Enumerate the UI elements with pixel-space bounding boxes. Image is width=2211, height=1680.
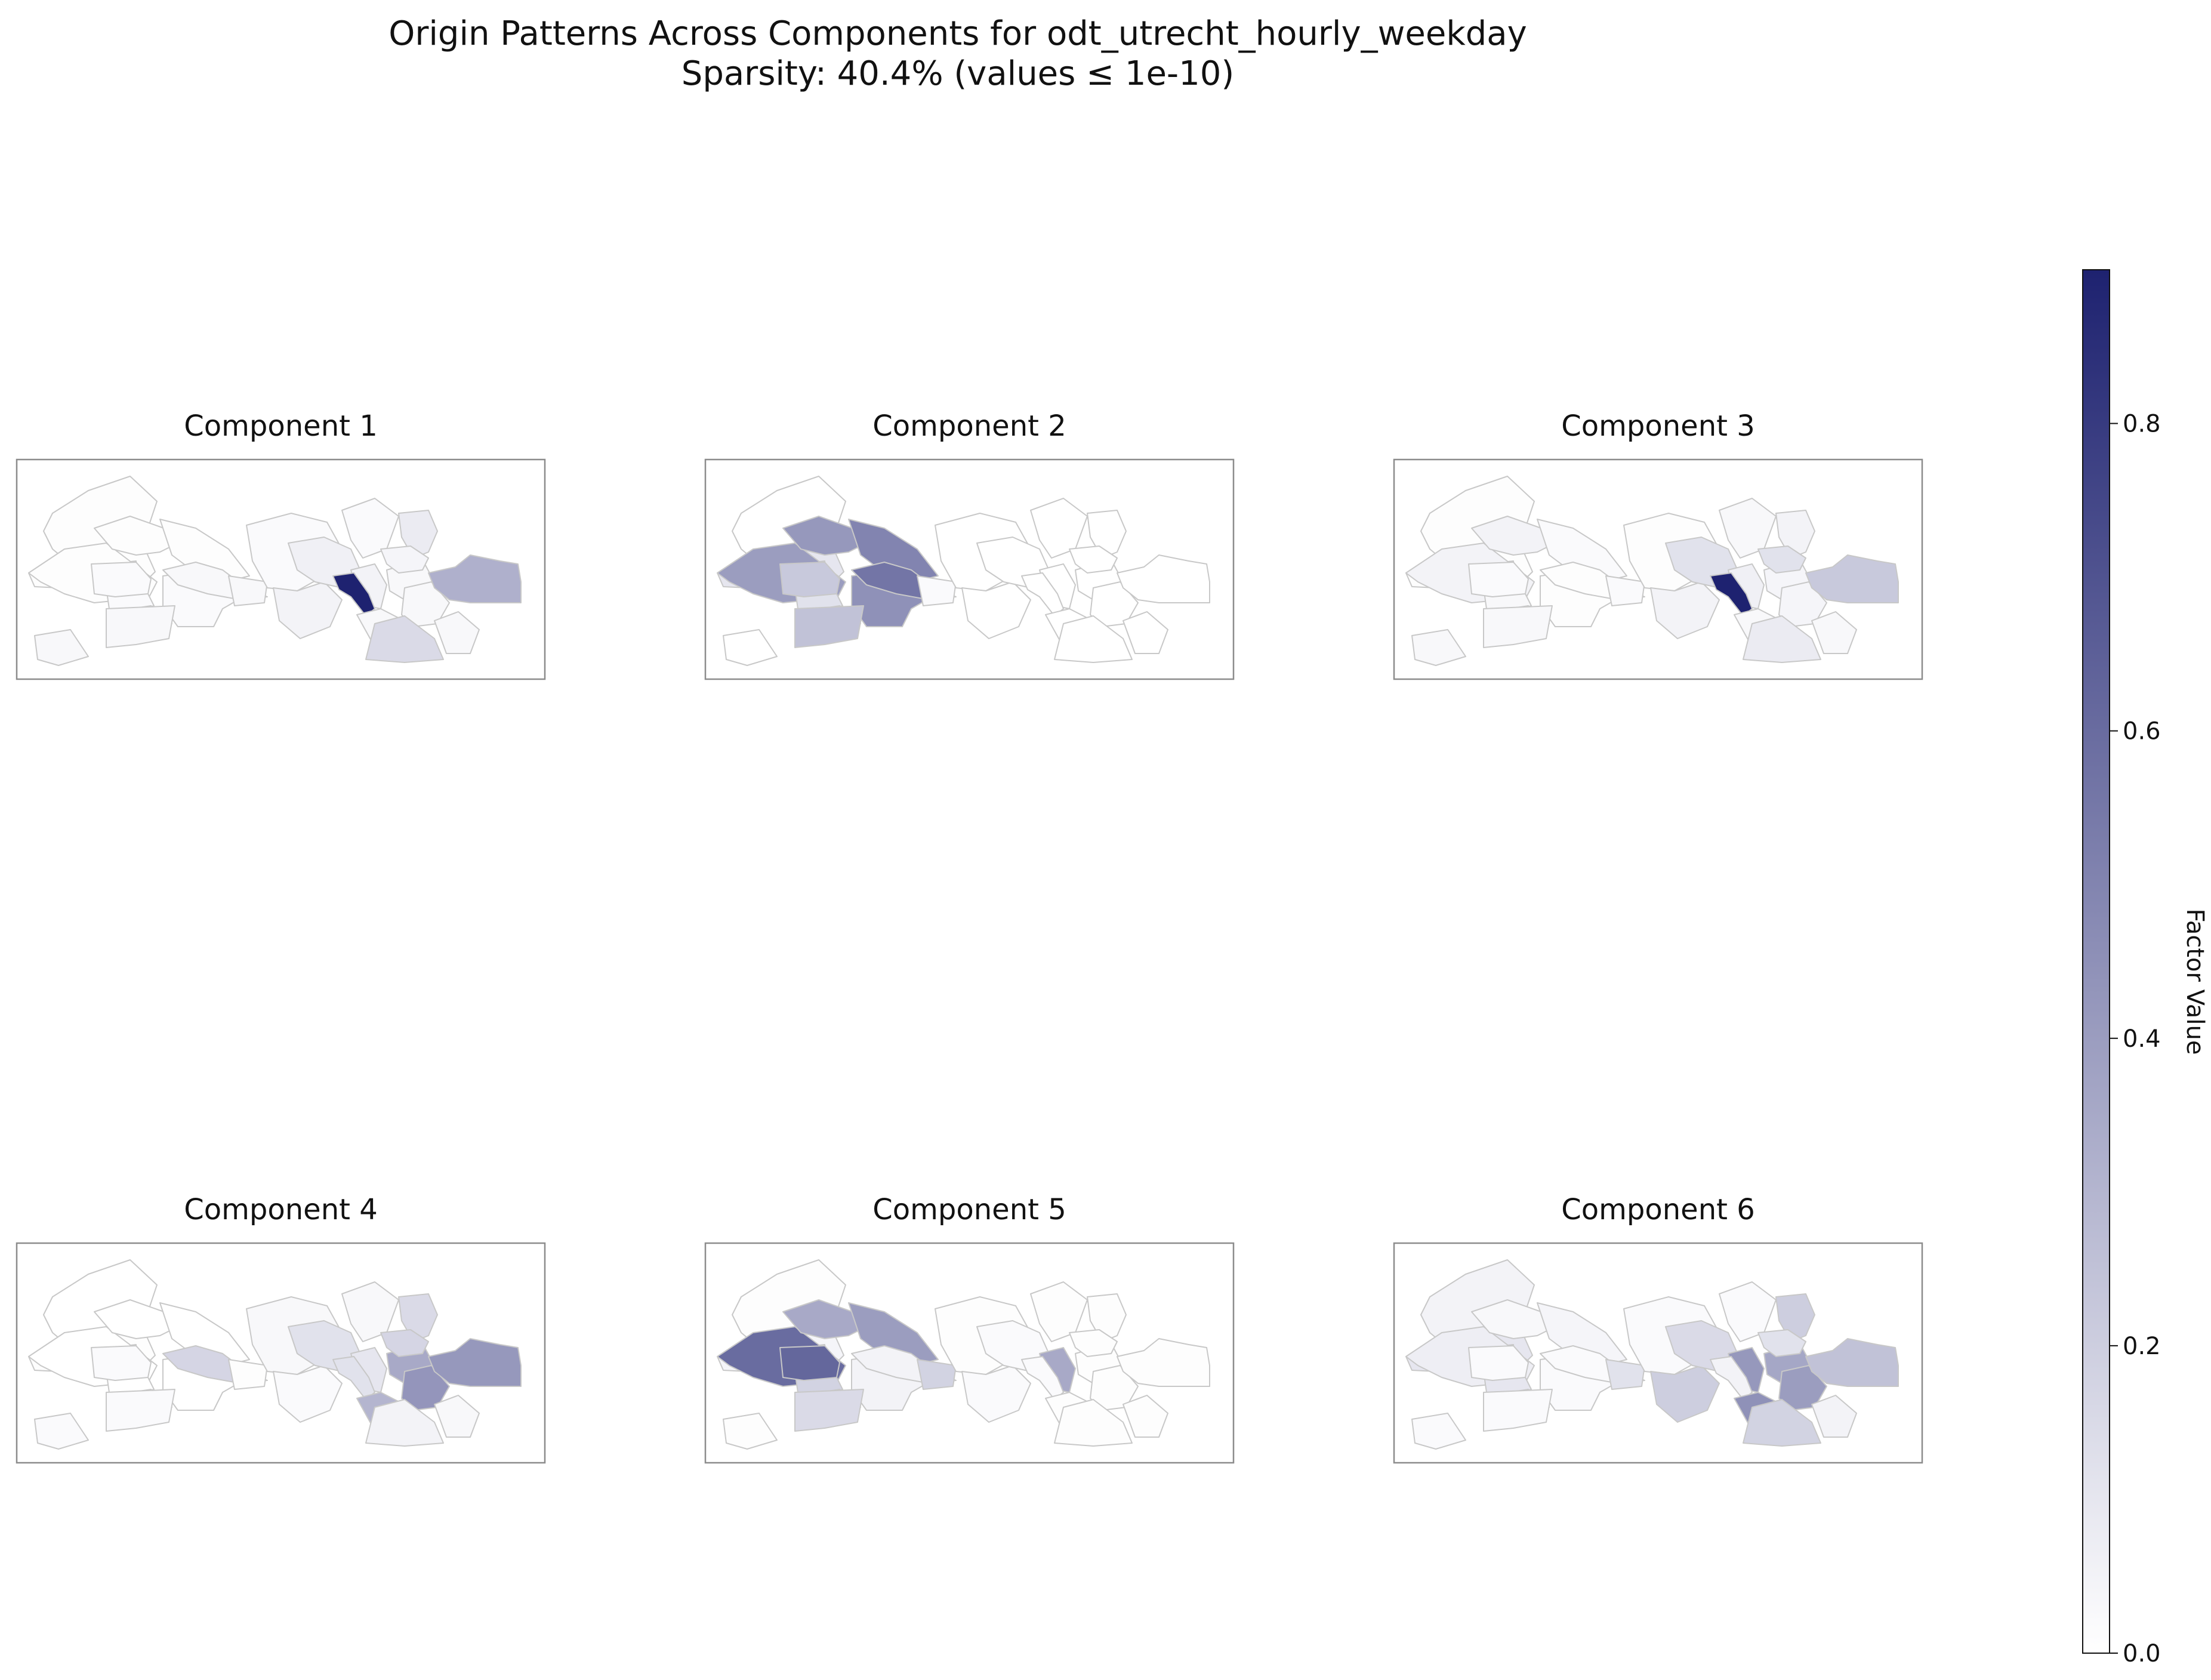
district-d28 <box>723 1413 778 1450</box>
panel-title: Component 1 <box>184 409 377 443</box>
district-d15 <box>961 1365 1031 1423</box>
district-d27 <box>434 1395 480 1438</box>
panel-title: Component 6 <box>1561 1193 1754 1226</box>
component-panel-5: Component 5 <box>704 1193 1235 1464</box>
district-d13 <box>228 575 268 606</box>
district-d23 <box>1069 545 1118 574</box>
district-d25 <box>1117 1338 1210 1387</box>
colorbar-ticks: 0.0 0.2 0.4 0.6 0.8 <box>2110 411 2161 1667</box>
district-d10 <box>91 562 152 597</box>
figure-title: Origin Patterns Across Components for od… <box>388 14 1527 53</box>
component-panel-3: Component 3 <box>1393 409 1923 680</box>
district-d13 <box>228 1359 268 1390</box>
component-panel-6: Component 6 <box>1393 1193 1923 1464</box>
colorbar-tick-label: 0.0 <box>2123 1640 2161 1667</box>
district-d11 <box>1483 1389 1553 1432</box>
district-d10 <box>1468 562 1529 597</box>
district-d27 <box>1811 1395 1857 1438</box>
district-d13 <box>1605 1359 1645 1390</box>
district-d25 <box>428 554 522 603</box>
district-d11 <box>106 605 175 648</box>
district-d28 <box>1411 1413 1466 1450</box>
district-d11 <box>1483 605 1553 648</box>
panel-title: Component 2 <box>872 409 1066 443</box>
district-d13 <box>1605 575 1645 606</box>
district-d25 <box>1805 554 1899 603</box>
district-d11 <box>106 1389 175 1432</box>
district-d23 <box>380 545 429 574</box>
colorbar-tick-label: 0.6 <box>2123 718 2161 745</box>
district-d27 <box>1123 611 1168 654</box>
colorbar-gradient <box>2082 269 2110 1654</box>
district-d15 <box>273 581 343 639</box>
district-d15 <box>1650 1365 1720 1423</box>
district-d23 <box>1757 1329 1806 1357</box>
district-d25 <box>1805 1338 1899 1387</box>
district-d28 <box>34 1413 89 1450</box>
district-d15 <box>961 581 1031 639</box>
district-d10 <box>779 1345 840 1381</box>
district-d10 <box>1468 1345 1529 1381</box>
district-d26 <box>1743 615 1821 663</box>
colorbar-tick-label: 0.8 <box>2123 411 2161 438</box>
district-d27 <box>1811 611 1857 654</box>
figure-subtitle: Sparsity: 40.4% (values ≤ 1e-10) <box>682 54 1234 93</box>
district-d15 <box>1650 581 1720 639</box>
district-d25 <box>1117 554 1210 603</box>
colorbar-tick-label: 0.4 <box>2123 1025 2161 1053</box>
district-d26 <box>1743 1399 1821 1447</box>
panel-title: Component 5 <box>872 1193 1066 1226</box>
district-d28 <box>34 629 89 666</box>
district-d13 <box>917 1359 957 1390</box>
district-d26 <box>1054 615 1133 663</box>
district-d23 <box>1757 545 1806 574</box>
panel-title: Component 4 <box>184 1193 377 1226</box>
colorbar: 0.0 0.2 0.4 0.6 0.8 Factor Value <box>2082 269 2209 1667</box>
component-panel-2: Component 2 <box>704 409 1235 680</box>
district-d25 <box>428 1338 522 1387</box>
district-d23 <box>380 1329 429 1357</box>
district-d27 <box>1123 1395 1168 1438</box>
panel-title: Component 3 <box>1561 409 1754 443</box>
district-d15 <box>273 1365 343 1423</box>
colorbar-tick-label: 0.2 <box>2123 1333 2161 1360</box>
district-d28 <box>723 629 778 666</box>
district-d23 <box>1069 1329 1118 1357</box>
district-d26 <box>365 615 444 663</box>
component-panel-1: Component 1 <box>16 409 546 680</box>
district-d11 <box>794 605 864 648</box>
district-d13 <box>917 575 957 606</box>
district-d10 <box>91 1345 152 1381</box>
colorbar-label: Factor Value <box>2181 909 2209 1055</box>
district-d10 <box>779 562 840 597</box>
district-d28 <box>1411 629 1466 666</box>
district-d26 <box>1054 1399 1133 1447</box>
component-panel-4: Component 4 <box>16 1193 546 1464</box>
district-d11 <box>794 1389 864 1432</box>
component-panels: Component 1 Component 2 Component 3 Compone… <box>16 409 1923 1464</box>
district-d26 <box>365 1399 444 1447</box>
district-d27 <box>434 611 480 654</box>
